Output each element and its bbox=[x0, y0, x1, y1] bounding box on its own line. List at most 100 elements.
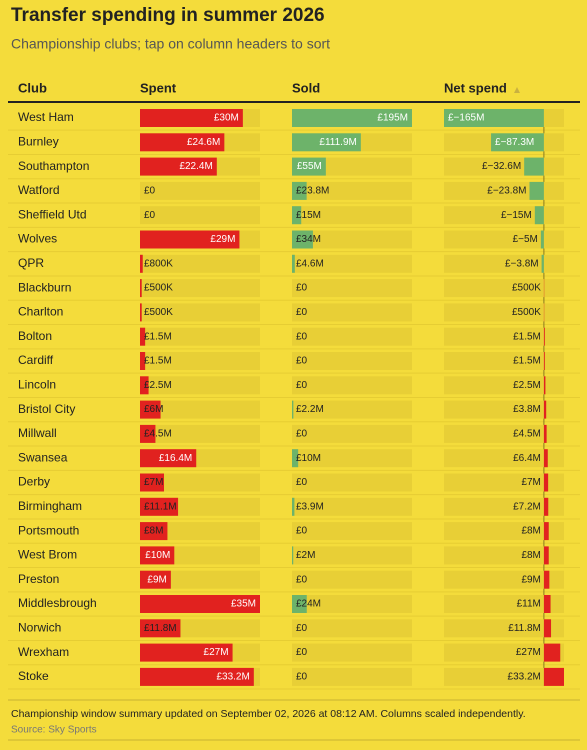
club-label: Southampton bbox=[18, 159, 89, 173]
value-label: £0 bbox=[296, 331, 308, 342]
club-label: Burnley bbox=[18, 134, 59, 148]
value-label: £−32.6M bbox=[482, 161, 521, 172]
value-label: £8M bbox=[144, 526, 163, 537]
club-label: Preston bbox=[18, 572, 59, 586]
value-label: £7.2M bbox=[513, 501, 541, 512]
value-label: £0 bbox=[296, 380, 308, 391]
chart-title: Transfer spending in summer 2026 bbox=[11, 5, 325, 26]
cell-track bbox=[292, 643, 412, 662]
value-label: £500K bbox=[512, 283, 541, 294]
bar bbox=[140, 109, 243, 127]
bar bbox=[543, 497, 549, 516]
cell-track bbox=[140, 254, 260, 273]
bar bbox=[543, 352, 545, 370]
bar bbox=[140, 522, 168, 541]
bar bbox=[140, 643, 233, 662]
bar bbox=[140, 157, 217, 176]
bar bbox=[292, 181, 307, 200]
value-label: £10M bbox=[296, 453, 321, 464]
value-label: £0 bbox=[296, 356, 308, 367]
cell-track bbox=[444, 376, 564, 395]
value-label: £11.8M bbox=[508, 623, 541, 634]
cell-track bbox=[140, 181, 260, 200]
bar bbox=[292, 109, 412, 127]
club-label: Bolton bbox=[18, 329, 52, 343]
column-header[interactable]: Spent bbox=[140, 80, 177, 95]
column-header[interactable]: Net spend bbox=[444, 80, 507, 95]
bar bbox=[140, 595, 260, 613]
bar bbox=[543, 327, 545, 346]
value-label: £2.5M bbox=[513, 380, 541, 391]
bar bbox=[491, 133, 544, 152]
value-label: £9M bbox=[147, 574, 166, 585]
value-label: £34M bbox=[296, 234, 321, 245]
value-label: £33.2M bbox=[508, 672, 541, 683]
value-label: £−3.8M bbox=[505, 258, 539, 269]
cell-track bbox=[140, 206, 260, 225]
cell-track bbox=[444, 595, 564, 613]
bar bbox=[292, 133, 361, 152]
bar bbox=[543, 473, 549, 492]
club-label: Swansea bbox=[18, 450, 68, 464]
bar bbox=[292, 546, 294, 565]
value-label: £1.5M bbox=[513, 356, 541, 367]
value-label: £30M bbox=[214, 113, 239, 124]
value-label: £2.2M bbox=[296, 404, 324, 415]
club-label: Cardiff bbox=[18, 353, 54, 367]
cell-track bbox=[292, 546, 412, 565]
cell-track bbox=[292, 619, 412, 638]
cell-track bbox=[292, 230, 412, 249]
value-label: £111.9M bbox=[319, 137, 356, 148]
cell-track bbox=[444, 643, 564, 662]
value-label: £4.6M bbox=[296, 258, 324, 269]
bar bbox=[140, 279, 142, 298]
club-label: West Brom bbox=[18, 548, 77, 562]
club-label: QPR bbox=[18, 256, 44, 270]
cell-track bbox=[444, 352, 564, 370]
club-label: Stoke bbox=[18, 669, 49, 683]
club-label: Birmingham bbox=[18, 499, 82, 513]
cell-track bbox=[292, 667, 412, 686]
cell-track bbox=[444, 400, 564, 419]
cell-track bbox=[444, 619, 564, 638]
bar bbox=[543, 424, 547, 443]
value-label: £10M bbox=[145, 550, 170, 561]
value-label: £800K bbox=[144, 258, 173, 269]
bar bbox=[140, 570, 171, 589]
bar bbox=[140, 400, 161, 419]
bar bbox=[140, 619, 181, 638]
bar bbox=[524, 157, 544, 176]
cell-track bbox=[292, 279, 412, 298]
source: Source: Sky Sports bbox=[11, 725, 97, 736]
cell-track bbox=[444, 327, 564, 346]
bar bbox=[292, 449, 299, 468]
bar bbox=[292, 230, 313, 249]
value-label: £22.4M bbox=[179, 161, 212, 172]
value-label: £−87.3M bbox=[495, 137, 534, 148]
bar bbox=[543, 643, 561, 662]
club-label: Millwall bbox=[18, 426, 57, 440]
value-label: £500K bbox=[512, 307, 541, 318]
cell-track bbox=[292, 570, 412, 589]
bar bbox=[543, 522, 549, 541]
cell-track bbox=[140, 303, 260, 322]
value-label: £−15M bbox=[501, 210, 532, 221]
cell-track bbox=[292, 424, 412, 443]
club-label: Wolves bbox=[18, 232, 57, 246]
value-label: £0 bbox=[296, 526, 308, 537]
value-label: £6M bbox=[144, 404, 163, 415]
bar bbox=[541, 254, 544, 273]
note: Championship window summary updated on S… bbox=[11, 708, 526, 720]
cell-track bbox=[444, 497, 564, 516]
value-label: £33.2M bbox=[216, 672, 249, 683]
cell-track bbox=[292, 522, 412, 541]
cell-track bbox=[292, 303, 412, 322]
cell-track bbox=[140, 400, 260, 419]
value-label: £15M bbox=[296, 210, 321, 221]
cell-track bbox=[140, 376, 260, 395]
bar bbox=[444, 109, 544, 127]
value-label: £0 bbox=[296, 307, 308, 318]
column-header[interactable]: Sold bbox=[292, 80, 320, 95]
cell-track bbox=[292, 449, 412, 468]
column-header[interactable]: Club bbox=[18, 80, 47, 95]
